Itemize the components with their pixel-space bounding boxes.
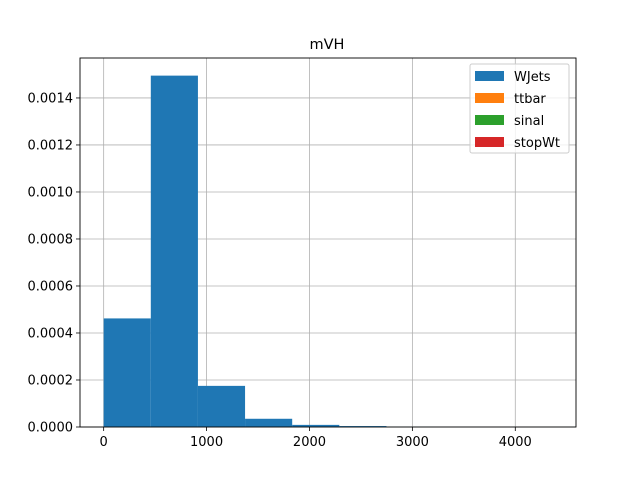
x-tick-label: 4000 (499, 435, 532, 450)
legend-swatch (475, 93, 504, 103)
legend-swatch (475, 137, 504, 147)
legend-swatch (475, 115, 504, 125)
y-tick-label: 0.0004 (28, 326, 74, 341)
x-tick-label: 0 (100, 435, 108, 450)
legend-label: stopWt (514, 136, 560, 151)
y-tick-label: 0.0012 (28, 138, 74, 153)
y-tick-label: 0.0010 (28, 185, 74, 200)
y-tick-label: 0.0014 (28, 91, 74, 106)
y-tick-label: 0.0006 (28, 279, 74, 294)
y-tick-label: 0.0008 (28, 232, 74, 247)
histogram-bar (151, 76, 198, 427)
y-tick-label: 0.0002 (28, 373, 74, 388)
legend: WJets ttbar sinal stopWt (470, 64, 569, 153)
x-axis-ticks: 0 1000 2000 3000 4000 (100, 427, 532, 450)
histogram-bar (104, 318, 151, 427)
y-tick-label: 0.0000 (28, 421, 74, 436)
legend-label: WJets (514, 70, 551, 85)
legend-label: ttbar (514, 92, 546, 107)
x-tick-label: 2000 (293, 435, 326, 450)
histogram-bar (245, 419, 292, 427)
legend-label: sinal (514, 114, 544, 129)
x-tick-label: 3000 (396, 435, 429, 450)
legend-swatch (475, 71, 504, 81)
chart-title: mVH (310, 37, 345, 53)
y-axis-ticks: 0.0000 0.0002 0.0004 0.0006 0.0008 0.0010 0.00… (28, 91, 81, 435)
x-tick-label: 1000 (190, 435, 223, 450)
histogram-bar (198, 386, 245, 427)
